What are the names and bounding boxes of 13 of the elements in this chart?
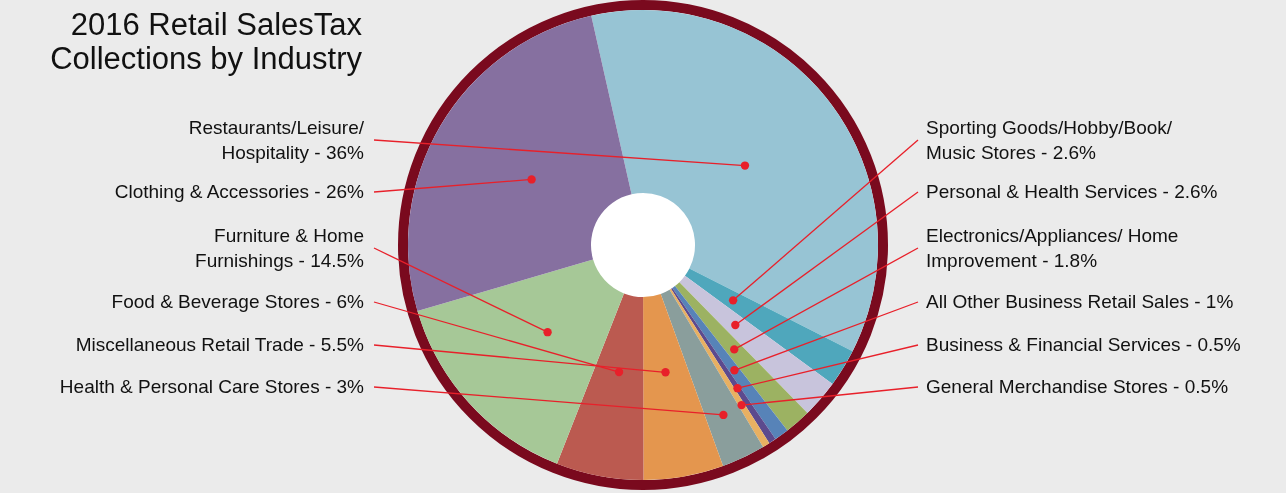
slice-label: General Merchandise Stores - 0.5% — [926, 376, 1229, 397]
slice-label: Sporting Goods/Hobby/Book/ Music Stores - 2.6% — [926, 116, 1173, 163]
slice-label: Health & Personal Care Stores - 3% — [59, 376, 365, 397]
slice-label: Business & Financial Services - 0.5% — [926, 334, 1241, 355]
slice-label: Personal & Health Services - 2.6% — [926, 181, 1218, 202]
slice-label: All Other Business Retail Sales - 1% — [926, 291, 1234, 312]
slice-label: Clothing & Accessories - 26% — [114, 181, 365, 202]
slice-label: Restaurants/Leisure/ Hospitality - 36% — [188, 116, 365, 163]
slice-label: Miscellaneous Retail Trade - 5.5% — [75, 334, 365, 355]
slice-label: Furniture & Home Furnishings - 14.5% — [195, 224, 365, 271]
slice-label: Electronics/Appliances/ Home Improvement - 1.8% — [926, 224, 1179, 271]
text: 2016 Retail SalesTax Collections by Industry — [50, 7, 363, 76]
slice-label: Food & Beverage Stores - 6% — [111, 291, 365, 312]
